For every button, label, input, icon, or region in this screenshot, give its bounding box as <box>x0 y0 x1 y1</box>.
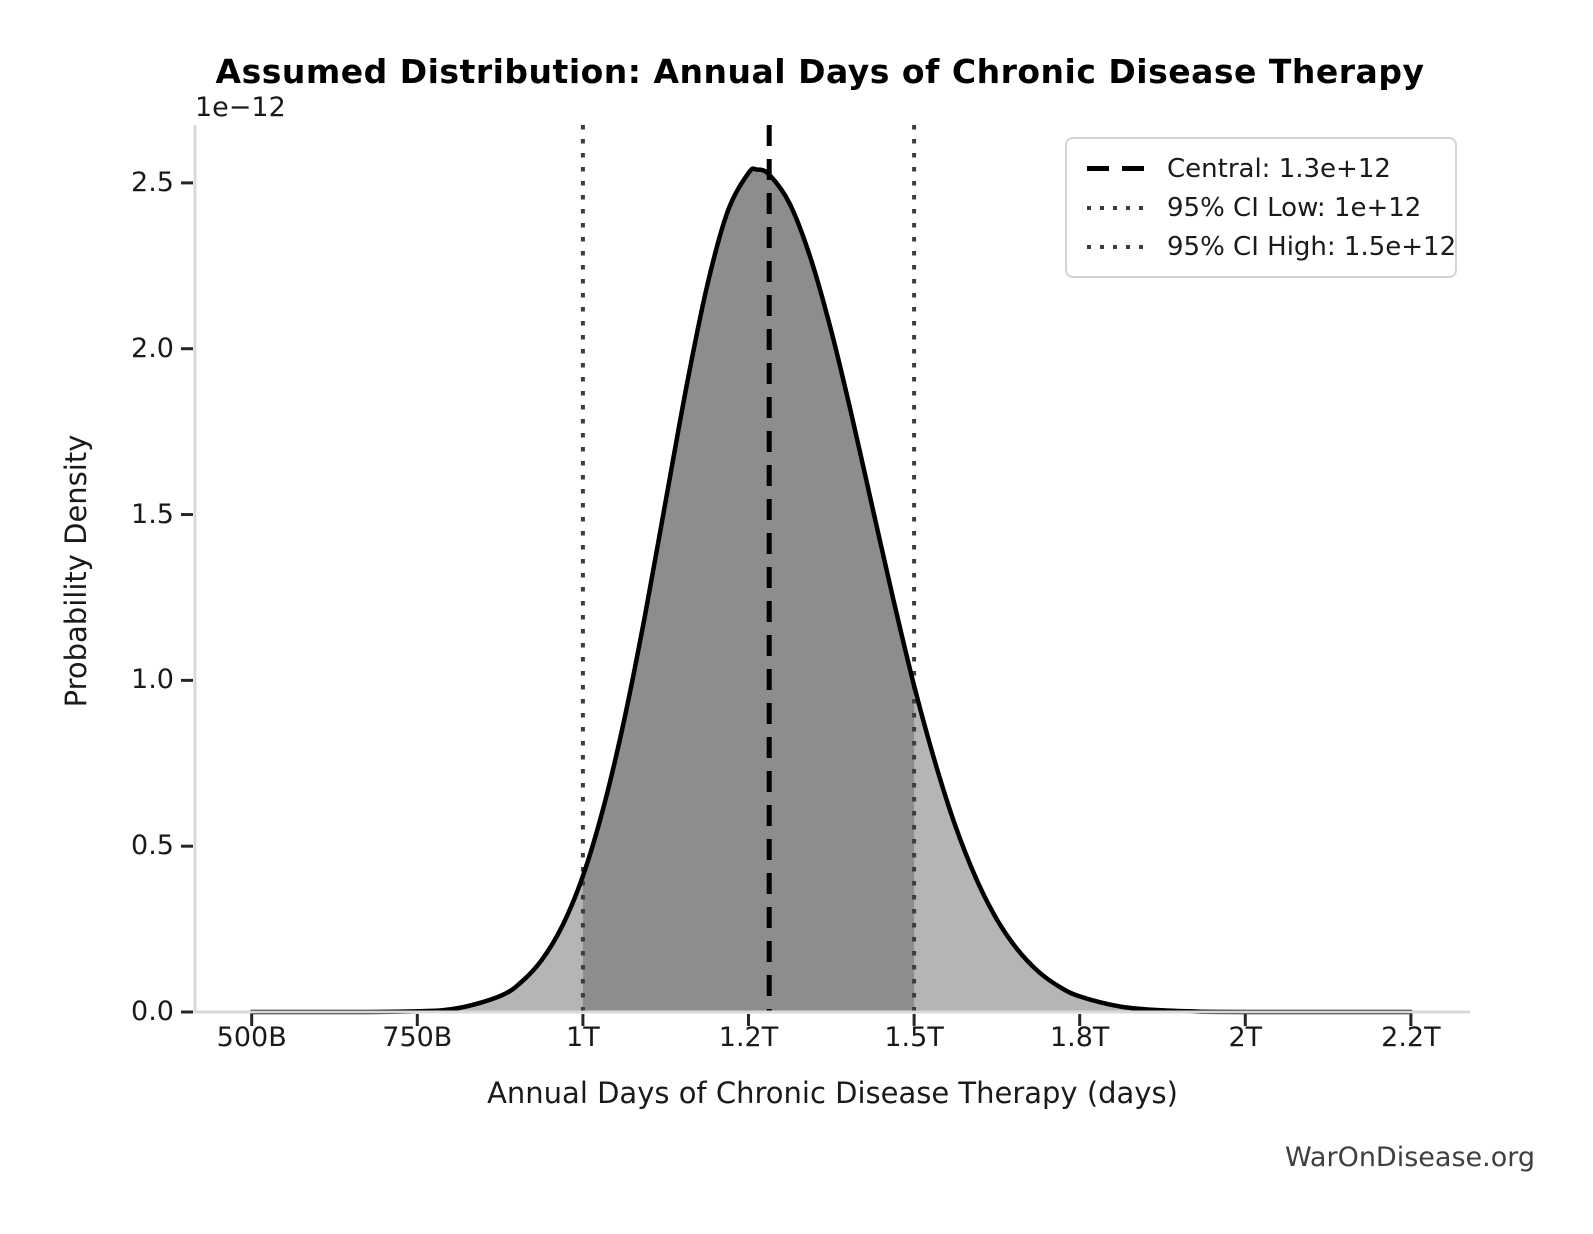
x-tick-label: 1T <box>566 1022 600 1053</box>
chart-title: Assumed Distribution: Annual Days of Chr… <box>215 52 1425 91</box>
legend-label: 95% CI High: 1.5e+12 <box>1167 231 1457 262</box>
x-tick-label: 500B <box>216 1022 287 1053</box>
x-axis-label: Annual Days of Chronic Disease Therapy (… <box>487 1076 1178 1110</box>
x-tick-label: 2.2T <box>1381 1022 1441 1053</box>
legend-entry-ci-high: 95% CI High: 1.5e+12 <box>1079 227 1456 266</box>
legend-box: Central: 1.3e+12 95% CI Low: 1e+12 95% C… <box>1065 137 1457 278</box>
y-tick-label: 2.5 <box>131 166 174 198</box>
watermark-text: WarOnDisease.org <box>1284 1142 1535 1173</box>
x-tick-label: 1.5T <box>884 1022 944 1053</box>
legend-dotted-line-icon <box>1087 205 1144 210</box>
y-tick-label: 2.0 <box>131 332 174 364</box>
x-tick-label: 750B <box>382 1022 453 1053</box>
legend-dashed-line-icon <box>1087 166 1144 171</box>
density-curve <box>249 166 1414 1015</box>
ci-region-fill <box>582 168 915 1012</box>
x-tick-label: 1.2T <box>718 1022 779 1053</box>
legend-entry-ci-low: 95% CI Low: 1e+12 <box>1079 188 1443 227</box>
legend-label: Central: 1.3e+12 <box>1167 153 1391 184</box>
legend-dotted-line-icon <box>1087 244 1144 249</box>
x-tick-label: 2T <box>1228 1022 1263 1053</box>
y-tick-label: 1.0 <box>131 664 174 696</box>
y-tick-label: 0.0 <box>131 996 174 1027</box>
y-tick-label: 1.5 <box>131 498 174 530</box>
y-axis-label: Probability Density <box>59 434 93 708</box>
x-tick-label: 1.8T <box>1049 1022 1110 1053</box>
y-tick-label: 0.5 <box>131 830 174 862</box>
y-axis-offset-label: 1e−12 <box>195 92 286 123</box>
legend-entry-central: Central: 1.3e+12 <box>1079 149 1443 188</box>
legend-label: 95% CI Low: 1e+12 <box>1167 192 1422 223</box>
